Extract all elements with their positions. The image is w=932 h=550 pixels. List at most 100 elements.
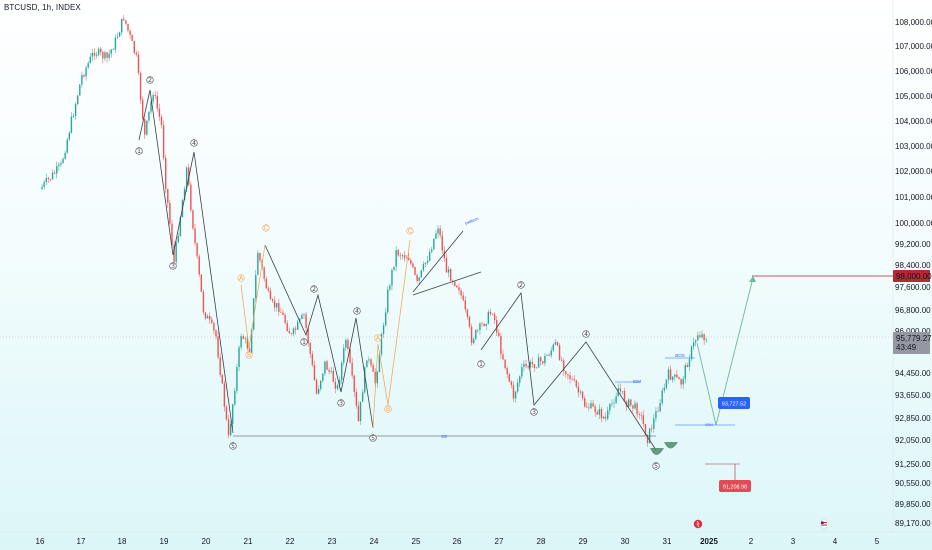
candle-body <box>206 316 209 319</box>
candle-body <box>292 328 295 334</box>
candle-body <box>282 312 284 315</box>
candle-body <box>609 404 611 411</box>
candle-body <box>669 369 672 380</box>
candle-body <box>192 210 194 229</box>
candle-body <box>665 379 668 388</box>
candle-body <box>602 416 605 419</box>
candle-body <box>579 391 582 393</box>
candle-body <box>437 228 439 234</box>
candle-body <box>584 398 586 407</box>
x-tick-label: 30 <box>621 537 630 546</box>
candle-body <box>598 408 601 415</box>
candle-body <box>449 269 452 281</box>
y-tick-label: 108,000.00 <box>895 18 932 27</box>
y-tick-label: 89,170.00 <box>895 519 931 528</box>
candle-body <box>489 311 492 314</box>
y-tick-label: 92,850.00 <box>895 414 931 423</box>
abc-wave-2 <box>372 239 411 429</box>
candle-body <box>146 120 148 135</box>
candle-body <box>376 372 378 384</box>
elliott-wave-1 <box>138 89 234 434</box>
x-tick-label: 21 <box>244 537 253 546</box>
candle-body <box>431 249 433 252</box>
candle-body <box>81 75 83 85</box>
candle-body <box>336 385 339 389</box>
candle-body <box>684 365 686 379</box>
candle-body <box>309 343 311 355</box>
candle-body <box>238 347 240 368</box>
candle-body <box>586 406 588 408</box>
candle-body <box>527 366 529 368</box>
candle-body <box>571 378 573 380</box>
candle-body <box>265 278 267 289</box>
wave-label-circle <box>652 462 660 470</box>
candle-body <box>632 405 634 409</box>
candle-body <box>466 309 469 317</box>
wave-label-circle <box>517 281 525 289</box>
candle-body <box>676 374 678 378</box>
candle-body <box>516 382 519 392</box>
wave-label-circle <box>169 262 177 270</box>
candle-body <box>607 410 609 419</box>
demand-zone-1 <box>650 448 664 455</box>
candle-body <box>139 72 142 100</box>
candle-body <box>165 157 167 189</box>
candle-body <box>506 368 508 375</box>
wave-label-text: A <box>239 275 244 282</box>
candle-body <box>462 295 464 301</box>
candle-body <box>403 255 406 258</box>
candle-body <box>422 264 425 271</box>
demand-zone-2 <box>664 442 678 449</box>
candle-body <box>305 314 307 328</box>
candle-body <box>548 355 550 356</box>
candle-body <box>311 354 314 366</box>
candle-body <box>600 408 603 419</box>
candle-body <box>169 202 171 224</box>
candle-body <box>655 411 657 419</box>
wave-label-circle <box>245 351 253 359</box>
wave-label-text: 4 <box>355 308 359 315</box>
candle-body <box>416 274 418 281</box>
candle-body <box>565 371 567 375</box>
candle-body <box>242 336 244 339</box>
candle-body <box>160 116 163 126</box>
wave-label-circle <box>146 76 154 84</box>
candle-body <box>642 415 645 424</box>
candle-body <box>428 251 431 261</box>
candle-body <box>60 162 62 165</box>
candle-body <box>405 257 408 259</box>
candle-body <box>200 274 203 292</box>
candle-body <box>701 334 703 338</box>
candle-body <box>705 339 707 341</box>
candle-body <box>441 235 443 251</box>
candle-body <box>481 323 483 325</box>
wave-label-text: 1 <box>137 148 141 155</box>
candle-body <box>152 95 154 102</box>
candle-body <box>485 323 487 326</box>
structure-label: IDM <box>633 379 642 384</box>
x-tick-label: 2 <box>749 537 754 546</box>
candle-body <box>468 316 471 327</box>
candle-body <box>125 20 127 24</box>
candle-body <box>322 373 324 381</box>
candle-body <box>211 319 213 323</box>
current-price-label: 95,779.27 <box>896 334 932 343</box>
x-tick-label: 5 <box>875 537 880 546</box>
x-tick-label: 17 <box>77 537 86 546</box>
candle-body <box>190 184 192 211</box>
x-tick-label: 2025 <box>700 537 718 546</box>
candle-body <box>590 403 592 409</box>
wave-label-text: B <box>247 352 251 359</box>
candle-body <box>340 362 343 380</box>
candle-body <box>183 188 186 201</box>
wave-label-circle <box>582 330 590 338</box>
candle-body <box>433 238 435 250</box>
candle-body <box>219 357 221 375</box>
wave-label-text: 2 <box>148 77 152 84</box>
stop-price-box <box>719 480 751 492</box>
candle-body <box>529 362 531 368</box>
y-tick-label: 104,000.00 <box>895 117 932 126</box>
candle-body <box>72 115 75 117</box>
candle-body <box>496 320 498 333</box>
